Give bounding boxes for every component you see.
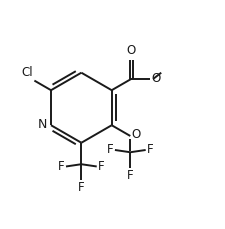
Text: O: O	[131, 128, 140, 141]
Text: Cl: Cl	[21, 66, 32, 79]
Text: F: F	[126, 169, 133, 183]
Text: N: N	[37, 118, 47, 131]
Text: F: F	[106, 144, 113, 156]
Text: F: F	[58, 160, 64, 173]
Text: F: F	[78, 181, 84, 194]
Text: O: O	[126, 44, 135, 57]
Text: F: F	[146, 144, 153, 156]
Text: F: F	[98, 160, 104, 173]
Text: O: O	[151, 72, 160, 85]
